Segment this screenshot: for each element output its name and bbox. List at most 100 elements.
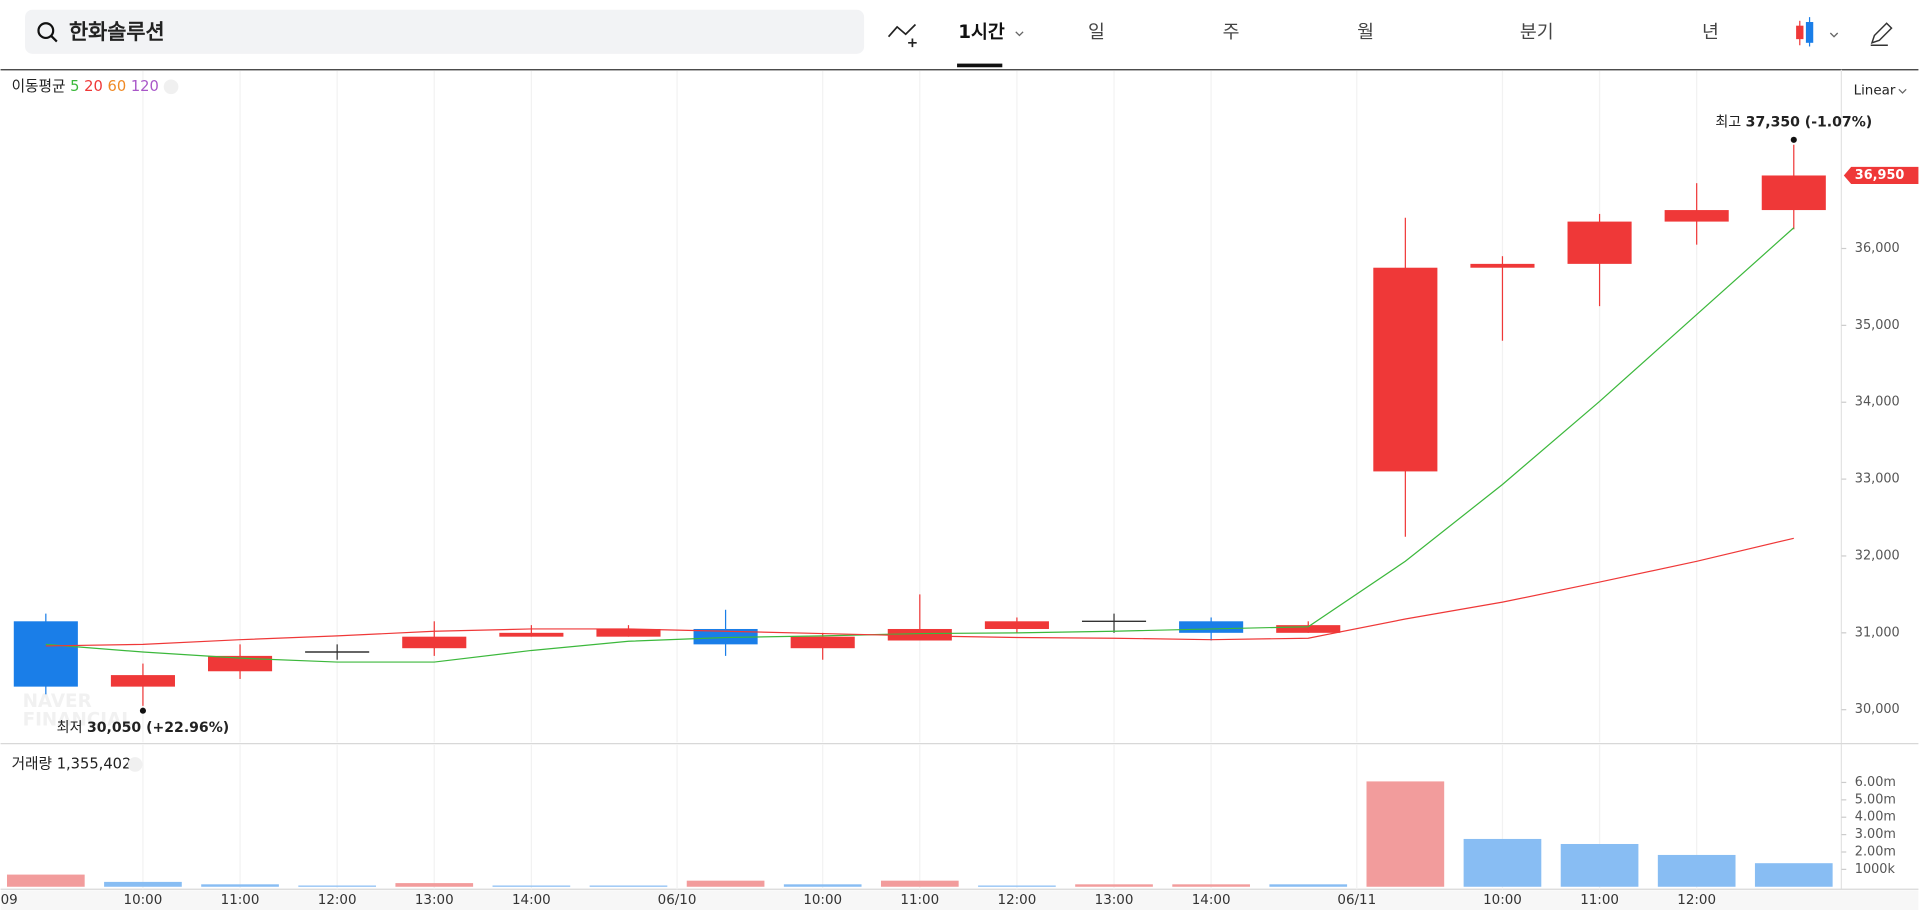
y-tick-label: 34,000: [1855, 395, 1900, 410]
volume-bar: [978, 885, 1056, 887]
candle-body: [596, 628, 661, 637]
y-tick-label: 31,000: [1855, 625, 1900, 640]
grid: [142, 70, 1847, 890]
candle-body: [1179, 621, 1244, 633]
candle-body: [402, 636, 467, 649]
x-tick-label: 14:00: [1192, 893, 1231, 908]
tab[interactable]: 분기: [1520, 22, 1554, 43]
ma-line: [45, 537, 1794, 647]
draw-icon[interactable]: [1870, 22, 1893, 46]
x-tick-label: 06/11: [1337, 893, 1376, 908]
extreme-dot: [1790, 136, 1797, 143]
watermark: NAVER: [23, 691, 92, 712]
extreme-value: 37,350 (-1.07%): [1746, 115, 1873, 131]
y-tick-label: 1000k: [1855, 862, 1896, 877]
volume-bar: [492, 885, 571, 887]
y-tick-label: 5.00m: [1855, 792, 1896, 807]
x-tick-label: 13:00: [1095, 893, 1134, 908]
y-tick-label: 32,000: [1855, 548, 1900, 563]
indicator-plus: [908, 38, 917, 48]
x-tick-label: 11:00: [900, 893, 939, 908]
y-tick-label: 35,000: [1855, 318, 1900, 333]
x-tick-label: 10:00: [803, 893, 842, 908]
tab-underline: [957, 63, 1003, 68]
x-tick-label: 10:00: [1483, 893, 1522, 908]
ma-legend-item: 5: [70, 78, 79, 95]
search-icon-handle: [50, 35, 58, 43]
x-axis-band: [0, 890, 1919, 910]
volume-title: 거래량: [12, 755, 52, 772]
volume-bar: [589, 885, 668, 887]
extreme-value: 30,050 (+22.96%): [87, 720, 229, 736]
ma-legend: 이동평균 5 20 60 120: [12, 78, 159, 95]
extreme-prefix: 최고: [1715, 115, 1741, 131]
watermark: FINANCIAL: [23, 709, 134, 730]
y-tick-label: 30,000: [1855, 702, 1900, 717]
tab[interactable]: 월: [1357, 22, 1374, 43]
extreme-label: 최저 30,050 (+22.96%): [57, 720, 230, 736]
candle-body: [13, 621, 78, 687]
scale-chevron: [1898, 88, 1907, 94]
ma-close[interactable]: [163, 79, 179, 95]
indicator-icon[interactable]: [887, 23, 917, 38]
y-tick-label: 33,000: [1855, 472, 1900, 487]
x-tick-label: 12:00: [998, 893, 1037, 908]
candle-body: [693, 628, 758, 645]
extreme-prefix: 최저: [57, 720, 83, 736]
chart-type-icon[interactable]: [1796, 17, 1814, 47]
y-tick-label: 6.00m: [1855, 775, 1896, 790]
tab[interactable]: 1시간: [958, 22, 1005, 43]
chart-type-chevron: [1829, 32, 1839, 38]
volume-bar: [1366, 781, 1445, 887]
volume-close[interactable]: [127, 757, 143, 772]
volume-bar: [104, 881, 182, 887]
candle-body: [1373, 267, 1438, 472]
volume-bar: [783, 884, 862, 887]
volume-bar: [1075, 884, 1153, 887]
x-tick-label: 13:00: [415, 893, 454, 908]
candle-body: [984, 621, 1049, 629]
tab[interactable]: 주: [1223, 22, 1240, 43]
candle-body: [1567, 221, 1632, 264]
search-box[interactable]: [25, 9, 865, 54]
ma-legend-item: 120: [131, 78, 159, 95]
x-tick-label: 06/10: [658, 893, 697, 908]
volume-bar: [686, 880, 765, 887]
search-query[interactable]: 한화솔루션: [69, 20, 165, 44]
y-tick-label: 36,000: [1855, 241, 1900, 256]
candle-body: [110, 675, 175, 687]
volume-bar: [1463, 838, 1542, 887]
candle-body: [1276, 625, 1341, 633]
volume-bar: [1269, 884, 1348, 887]
x-tick-label: 10:00: [124, 893, 163, 908]
tab[interactable]: 일: [1088, 22, 1105, 43]
extreme-dot: [139, 707, 146, 714]
volume-legend: 거래량 1,355,402: [12, 755, 132, 772]
candle-body: [1470, 263, 1535, 268]
ma-legend-item: 60: [108, 78, 127, 95]
volume-bar: [1754, 863, 1833, 887]
extreme-label: 최고 37,350 (-1.07%): [1715, 115, 1872, 131]
tab-chevron: [1015, 31, 1024, 37]
price-tag-label: 36,950: [1855, 168, 1905, 183]
y-tick-label: 4.00m: [1855, 810, 1896, 825]
tab[interactable]: 년: [1702, 22, 1719, 43]
scale-select[interactable]: Linear: [1854, 84, 1896, 99]
x-tick-label: 11:00: [1580, 893, 1619, 908]
volume-bar: [395, 883, 474, 887]
candle-body: [499, 632, 564, 637]
candle-body: [207, 655, 273, 672]
volume-bar: [201, 884, 279, 887]
candle-body: [1761, 175, 1826, 211]
y-tick-label: 2.00m: [1855, 844, 1896, 859]
x-tick-label: 11:00: [221, 893, 260, 908]
candle-body: [887, 628, 952, 641]
search-icon: [37, 22, 55, 40]
volume-bar: [1657, 854, 1736, 887]
x-tick-label: 12:00: [1677, 893, 1716, 908]
ma-legend-item: 20: [84, 78, 103, 95]
x-tick-label: 14:00: [512, 893, 551, 908]
